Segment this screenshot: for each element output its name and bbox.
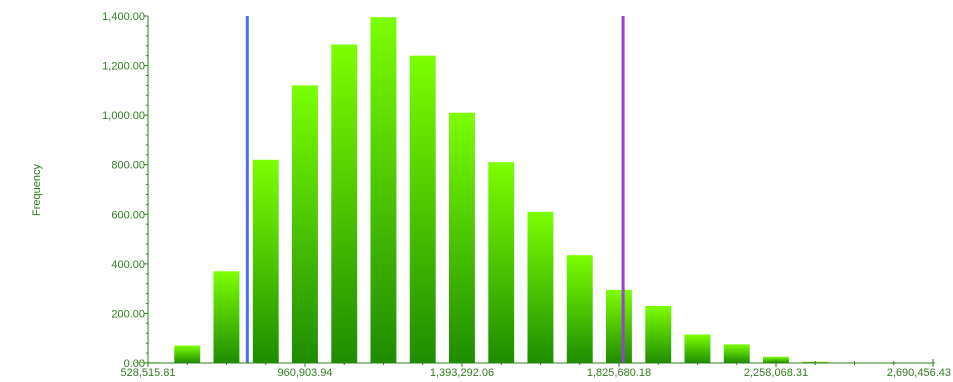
histogram-bar-10 [527,211,554,363]
y-tick-label: 200.00 [111,308,145,320]
histogram-bar-6 [370,17,397,363]
x-tick-label: 960,903.94 [277,367,332,379]
y-tick-label: 1,200.00 [102,61,145,73]
y-tick-label: 400.00 [111,259,145,271]
histogram-bar-8 [449,112,475,363]
histogram-bar-1 [174,345,201,363]
histogram-bar-2 [213,271,240,363]
histogram-bar-9 [488,162,515,363]
x-tick-label: 2,258,068.31 [744,367,808,379]
histogram-bars [135,17,829,364]
y-tick-label: 600.00 [111,209,145,221]
axes: 0.00 200.00 400.00 600.00 800.00 1,000.00 1,20… [102,11,951,379]
histogram-bar-14 [684,334,711,363]
y-tick-label: 1,000.00 [102,110,145,122]
x-tick-label: 528,515.81 [120,367,175,379]
y-tick-label: 0.00 [124,358,145,370]
histogram-bar-12 [606,289,632,363]
histogram-bar-5 [331,44,358,363]
reference-lines [245,16,625,363]
x-tick-label: 2,690,456.43 [887,367,951,379]
x-tick-label: 1,825,680.18 [587,367,651,379]
x-tick-label: 1,393,292.06 [430,367,494,379]
y-tick-label: 800.00 [111,160,145,172]
y-axis-title: Frequency [31,164,43,216]
histogram-bar-4 [292,85,318,364]
histogram-bar-15 [723,344,750,363]
histogram-bar-11 [566,255,593,363]
histogram-bar-3 [252,159,279,363]
histogram-bar-13 [645,306,672,363]
y-tick-label: 1,400.00 [102,11,145,23]
histogram-bar-7 [409,55,436,363]
